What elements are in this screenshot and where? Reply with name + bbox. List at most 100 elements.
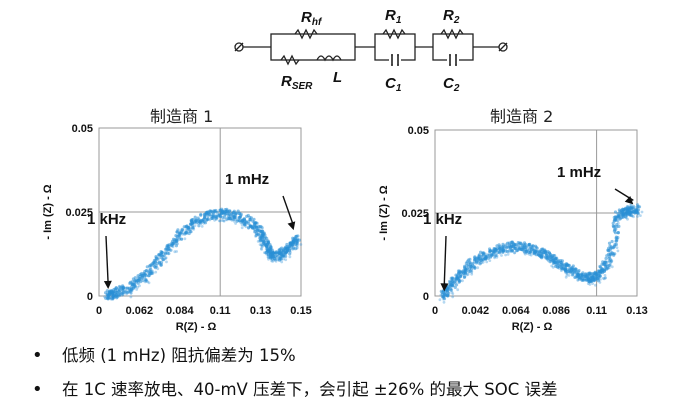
data-point	[636, 212, 640, 216]
data-point	[253, 223, 257, 227]
data-point	[529, 253, 533, 257]
data-point	[279, 255, 282, 259]
data-point	[564, 264, 569, 268]
data-point	[576, 275, 580, 279]
data-point	[551, 265, 555, 269]
data-point	[603, 273, 607, 277]
data-point	[299, 243, 303, 246]
data-point	[478, 257, 482, 261]
data-point	[133, 281, 137, 285]
data-point	[222, 219, 226, 223]
data-point	[288, 252, 292, 256]
data-point	[528, 253, 531, 256]
data-point	[145, 278, 148, 282]
data-point	[107, 293, 111, 296]
data-point	[449, 283, 453, 287]
data-point	[522, 243, 526, 247]
data-point	[247, 222, 251, 226]
bullet-text: 在 1C 速率放电、40-mV 压差下，会引起 ±26% 的最大 SOC 误差	[62, 380, 558, 399]
data-point	[588, 283, 592, 286]
data-point	[152, 258, 156, 263]
data-point	[588, 280, 591, 284]
data-point	[113, 292, 117, 295]
inductor-l	[316, 55, 342, 62]
data-point	[493, 256, 496, 260]
data-point	[278, 252, 282, 256]
y-tick-label: 0	[423, 291, 429, 303]
data-point	[621, 207, 625, 211]
data-point	[626, 205, 630, 209]
data-point	[602, 277, 606, 281]
data-point	[253, 230, 257, 233]
data-point	[193, 215, 197, 219]
data-point	[523, 251, 527, 255]
data-point	[517, 243, 521, 247]
data-point	[143, 280, 147, 284]
data-point	[252, 217, 256, 221]
data-point	[281, 249, 286, 253]
data-point	[112, 287, 116, 292]
data-point	[498, 250, 502, 253]
data-point	[167, 247, 171, 251]
data-point	[451, 292, 455, 296]
data-point	[482, 258, 485, 262]
x-tick-label: 0.042	[462, 305, 490, 317]
y-tick-label: 0.05	[72, 123, 93, 135]
data-point	[524, 248, 528, 252]
data-point	[494, 253, 498, 257]
data-point	[456, 288, 460, 292]
data-point	[624, 210, 628, 213]
data-point	[461, 273, 465, 277]
data-point	[291, 239, 294, 242]
data-point	[450, 285, 453, 288]
data-point	[218, 219, 222, 223]
data-point	[590, 278, 594, 282]
data-point	[473, 258, 477, 262]
x-tick-label: 0.086	[542, 305, 570, 317]
data-point	[465, 273, 469, 277]
data-point	[504, 247, 507, 251]
data-point	[455, 283, 459, 287]
data-point	[265, 242, 269, 246]
data-point	[129, 295, 133, 299]
data-point	[565, 272, 569, 275]
data-point	[257, 232, 261, 236]
data-point	[265, 245, 269, 249]
data-point	[157, 260, 161, 264]
x-tick-label: 0.11	[586, 305, 607, 317]
data-point	[535, 246, 539, 250]
data-point	[581, 277, 585, 280]
data-point	[163, 257, 167, 261]
data-point	[508, 250, 511, 254]
data-point	[288, 248, 292, 252]
data-point	[616, 219, 620, 223]
data-point	[270, 259, 273, 263]
data-point	[525, 248, 530, 252]
x-tick-label: 0.062	[126, 305, 154, 317]
data-point	[630, 210, 634, 214]
data-point	[131, 287, 135, 291]
data-point	[106, 294, 110, 298]
data-point	[505, 241, 510, 245]
data-point	[269, 254, 273, 258]
data-point	[483, 252, 487, 256]
data-point	[546, 257, 550, 261]
data-point	[523, 252, 527, 256]
data-point	[463, 275, 467, 279]
data-point	[528, 248, 531, 252]
series-markers	[104, 207, 301, 301]
data-point	[256, 240, 260, 243]
bullet-item: • 在 1C 速率放电、40-mV 压差下，会引起 ±26% 的最大 SOC 误…	[32, 376, 672, 410]
data-point	[606, 266, 610, 270]
data-point	[555, 265, 559, 269]
annotation-arrow	[105, 235, 109, 285]
data-point	[573, 276, 576, 279]
data-point	[450, 290, 454, 294]
data-point	[255, 225, 259, 229]
data-point	[594, 276, 598, 280]
data-point	[291, 243, 295, 247]
data-point	[138, 284, 141, 288]
data-point	[263, 251, 266, 255]
data-point	[262, 242, 266, 246]
data-point	[278, 258, 282, 262]
